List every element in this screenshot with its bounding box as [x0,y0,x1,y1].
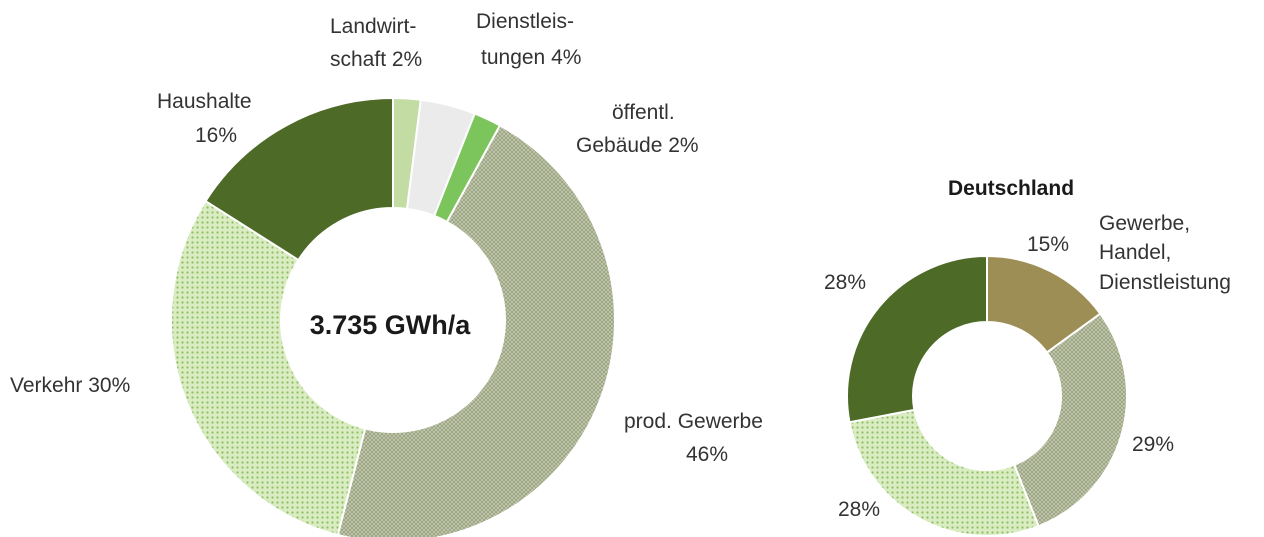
slice-label-line: Verkehr 30% [10,374,130,397]
slice-label-line: 16% [195,124,237,147]
slice-label-line: Haushalte [157,90,252,113]
donut-slice-5 [204,96,394,262]
donut-slice-1 [1012,312,1128,528]
slice-name-line: Dienstleistung [1099,271,1231,294]
donut-slice-3 [336,124,616,537]
donut-chart-region [170,96,616,537]
donut-slice-2 [848,408,1040,537]
donut-chart-region [846,254,1128,537]
slice-label-line: schaft 2% [330,48,422,71]
slice-label-dienstleistungen: Dienstleis- tungen 4% [476,10,581,69]
slice-label-line: Gebäude 2% [576,134,699,157]
slice-label-landwirtschaft: Landwirt- schaft 2% [330,15,422,71]
donut-slice-4 [170,199,367,537]
slice-value-label: 28% [824,271,866,294]
slice-label-gewerbe-handel: 15% Gewerbe, Handel, Dienstleistung [1027,212,1231,294]
slice-label-haushalte: Haushalte 16% [157,90,252,147]
slice-label-oeffentliche-gebaeude: öffentl. Gebäude 2% [576,101,699,157]
chart-title: Deutschland [948,177,1074,200]
slice-label-line: Landwirt- [330,15,416,38]
slice-label-line: 46% [686,443,728,466]
donut-slice-3 [846,254,988,424]
slice-label-line: öffentl. [612,101,675,124]
slice-label-verkehr: Verkehr 30% [10,374,130,397]
slice-value-label: 28% [838,498,880,521]
slice-name-line: Gewerbe, [1099,212,1190,235]
slice-name-line: Handel, [1099,241,1171,264]
slice-label-prod-gewerbe: prod. Gewerbe 46% [624,410,763,466]
donut-center-total: 3.735 GWh/a [310,310,472,340]
slice-value-label: 15% [1027,233,1069,256]
slice-label-line: Dienstleis- [476,10,574,33]
slice-label-line: prod. Gewerbe [624,410,763,433]
slice-label-line: tungen 4% [481,46,581,69]
slice-value-label: 29% [1132,433,1174,456]
